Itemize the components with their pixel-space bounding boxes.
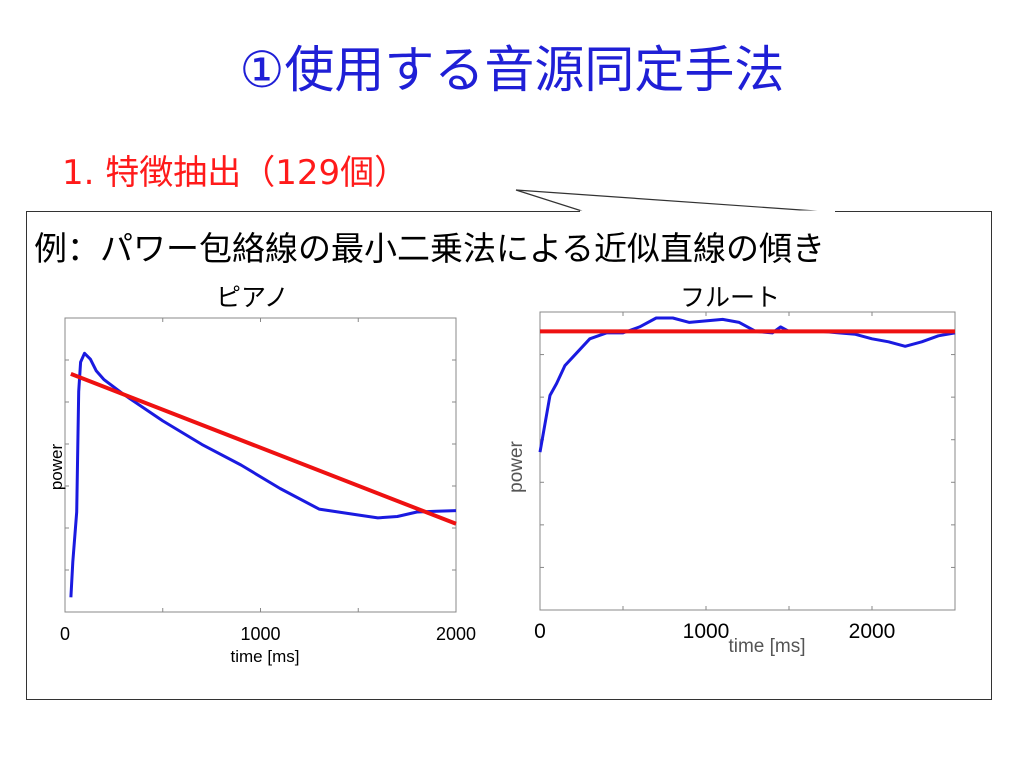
x-tick-label: 0 [534, 620, 546, 643]
slide-title: ①使用する音源同定手法 [239, 41, 785, 99]
flute-chart-title: フルート [680, 283, 781, 312]
x-tick-label: 0 [60, 624, 70, 644]
plot-area [64, 317, 457, 613]
y-axis-label: power [47, 444, 66, 491]
x-axis-label: time [ms] [728, 636, 805, 657]
x-axis-label: time [ms] [231, 647, 300, 666]
y-axis-label: power [506, 440, 527, 492]
x-tick-label: 1000 [240, 624, 280, 644]
bullet-feature-extraction: 1. 特徴抽出（129個） [62, 153, 409, 193]
example-text: 例：パワー包絡線の最小二乗法による近似直線の傾き [34, 229, 826, 268]
plot-area [539, 311, 956, 611]
power-envelope-line [69, 351, 457, 598]
power-envelope-line [538, 316, 956, 453]
piano-chart-title: ピアノ [216, 283, 289, 312]
fit-line [70, 371, 457, 526]
x-tick-label: 2000 [849, 620, 896, 643]
x-tick-label: 1000 [683, 620, 730, 643]
x-tick-label: 2000 [436, 624, 476, 644]
